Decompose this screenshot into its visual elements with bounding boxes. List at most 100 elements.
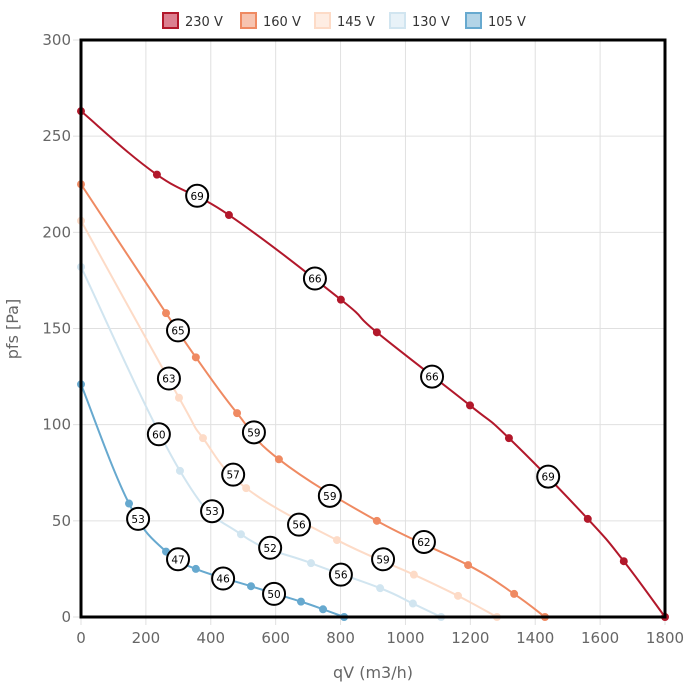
bubble-value: 52 — [263, 543, 276, 555]
y-tick-label: 100 — [42, 416, 71, 434]
noise-label-bubble: 46 — [211, 566, 236, 591]
data-point — [464, 561, 473, 570]
data-point — [247, 582, 256, 591]
data-point — [376, 584, 385, 593]
bubble-circle — [258, 535, 283, 560]
noise-label-bubble: 59 — [317, 483, 342, 508]
plot-frame — [79, 38, 667, 619]
bubble-circle — [328, 562, 353, 587]
data-point — [454, 591, 463, 600]
x-tick-label: 0 — [76, 629, 86, 647]
data-point — [583, 514, 592, 523]
data-point — [319, 605, 328, 614]
bubble-value: 65 — [171, 325, 184, 337]
data-point — [296, 597, 305, 606]
legend-label: 145 V — [337, 15, 375, 30]
y-axis-title: pfs [Pa] — [3, 299, 22, 359]
series-line-230v — [80, 110, 666, 618]
y-tick-label: 50 — [52, 512, 71, 530]
noise-label-bubble: 65 — [166, 318, 191, 343]
bubble-value: 59 — [247, 427, 260, 439]
bubble-value: 69 — [542, 472, 555, 484]
y-tick-label: 0 — [61, 608, 71, 626]
data-point — [619, 557, 628, 566]
bubble-circle — [241, 420, 266, 445]
bubble-value: 62 — [417, 537, 430, 549]
bubble-circle — [200, 499, 225, 524]
data-point — [510, 589, 519, 598]
bubble-value: 47 — [171, 554, 184, 566]
bubble-value: 66 — [425, 372, 439, 384]
data-point — [274, 455, 283, 464]
plot-border — [79, 38, 667, 619]
x-tick-label: 1600 — [581, 629, 619, 647]
legend-label: 230 V — [185, 15, 223, 30]
data-point — [198, 434, 207, 443]
series-230v — [77, 107, 669, 621]
noise-label-bubble: 69 — [185, 183, 210, 208]
data-point — [372, 328, 381, 337]
series-145v — [77, 216, 501, 621]
noise-label-bubble: 66 — [302, 266, 327, 291]
data-point — [175, 466, 184, 475]
legend: 230 V 160 V 145 V 130 V 105 V — [162, 12, 526, 30]
y-tick-label: 250 — [42, 127, 71, 145]
bubble-circle — [411, 529, 436, 554]
data-point — [152, 170, 161, 179]
series-layer — [77, 107, 669, 621]
bubble-circle — [262, 581, 287, 606]
legend-swatch — [162, 12, 179, 29]
y-tick-label: 300 — [42, 31, 71, 49]
y-axis-ticks: 0 50 100 150 200 250 300 — [42, 31, 81, 626]
bubble-circle — [371, 547, 396, 572]
bubble-circle — [126, 506, 151, 531]
bubble-value: 57 — [226, 470, 239, 482]
bubble-value: 50 — [267, 589, 280, 601]
legend-swatch — [465, 12, 482, 29]
noise-label-bubble: 59 — [241, 420, 266, 445]
bubble-circle — [287, 512, 312, 537]
x-axis-ticks: 0 200 400 600 800 1000 1200 1400 1600 1800 — [76, 617, 684, 647]
legend-item-230v: 230 V — [162, 12, 223, 30]
data-point — [236, 530, 245, 539]
data-point — [408, 599, 417, 608]
legend-item-160v: 160 V — [240, 12, 301, 30]
legend-swatch — [240, 12, 257, 29]
noise-label-bubble: 57 — [221, 462, 246, 487]
series-line-160v — [80, 183, 546, 618]
x-tick-label: 1800 — [646, 629, 684, 647]
x-tick-label: 800 — [326, 629, 355, 647]
x-tick-label: 200 — [132, 629, 161, 647]
data-point — [307, 559, 316, 568]
data-point — [332, 536, 341, 545]
noise-label-bubble: 56 — [287, 512, 312, 537]
noise-label-bubble: 59 — [371, 547, 396, 572]
data-point — [409, 570, 418, 579]
x-tick-label: 1000 — [386, 629, 424, 647]
data-point — [191, 564, 200, 573]
bubble-circle — [221, 462, 246, 487]
noise-label-bubble: 62 — [411, 529, 436, 554]
data-point — [242, 484, 251, 493]
bubble-value: 63 — [162, 374, 175, 386]
x-tick-label: 600 — [261, 629, 290, 647]
data-point — [174, 393, 183, 402]
data-point — [191, 353, 200, 362]
noise-label-bubble: 63 — [156, 366, 181, 391]
noise-label-bubble: 50 — [262, 581, 287, 606]
legend-label: 160 V — [263, 15, 301, 30]
y-tick-label: 150 — [42, 320, 71, 338]
noise-label-bubble: 53 — [126, 506, 151, 531]
data-point — [466, 401, 475, 410]
noise-label-bubble: 53 — [200, 499, 225, 524]
noise-label-bubble: 52 — [258, 535, 283, 560]
data-point — [162, 309, 171, 318]
bubble-value: 69 — [190, 191, 203, 203]
legend-label: 105 V — [488, 15, 526, 30]
data-point — [233, 409, 242, 418]
bubble-circle — [536, 464, 561, 489]
x-tick-label: 400 — [196, 629, 225, 647]
data-point — [125, 499, 134, 508]
bubble-circle — [302, 266, 327, 291]
